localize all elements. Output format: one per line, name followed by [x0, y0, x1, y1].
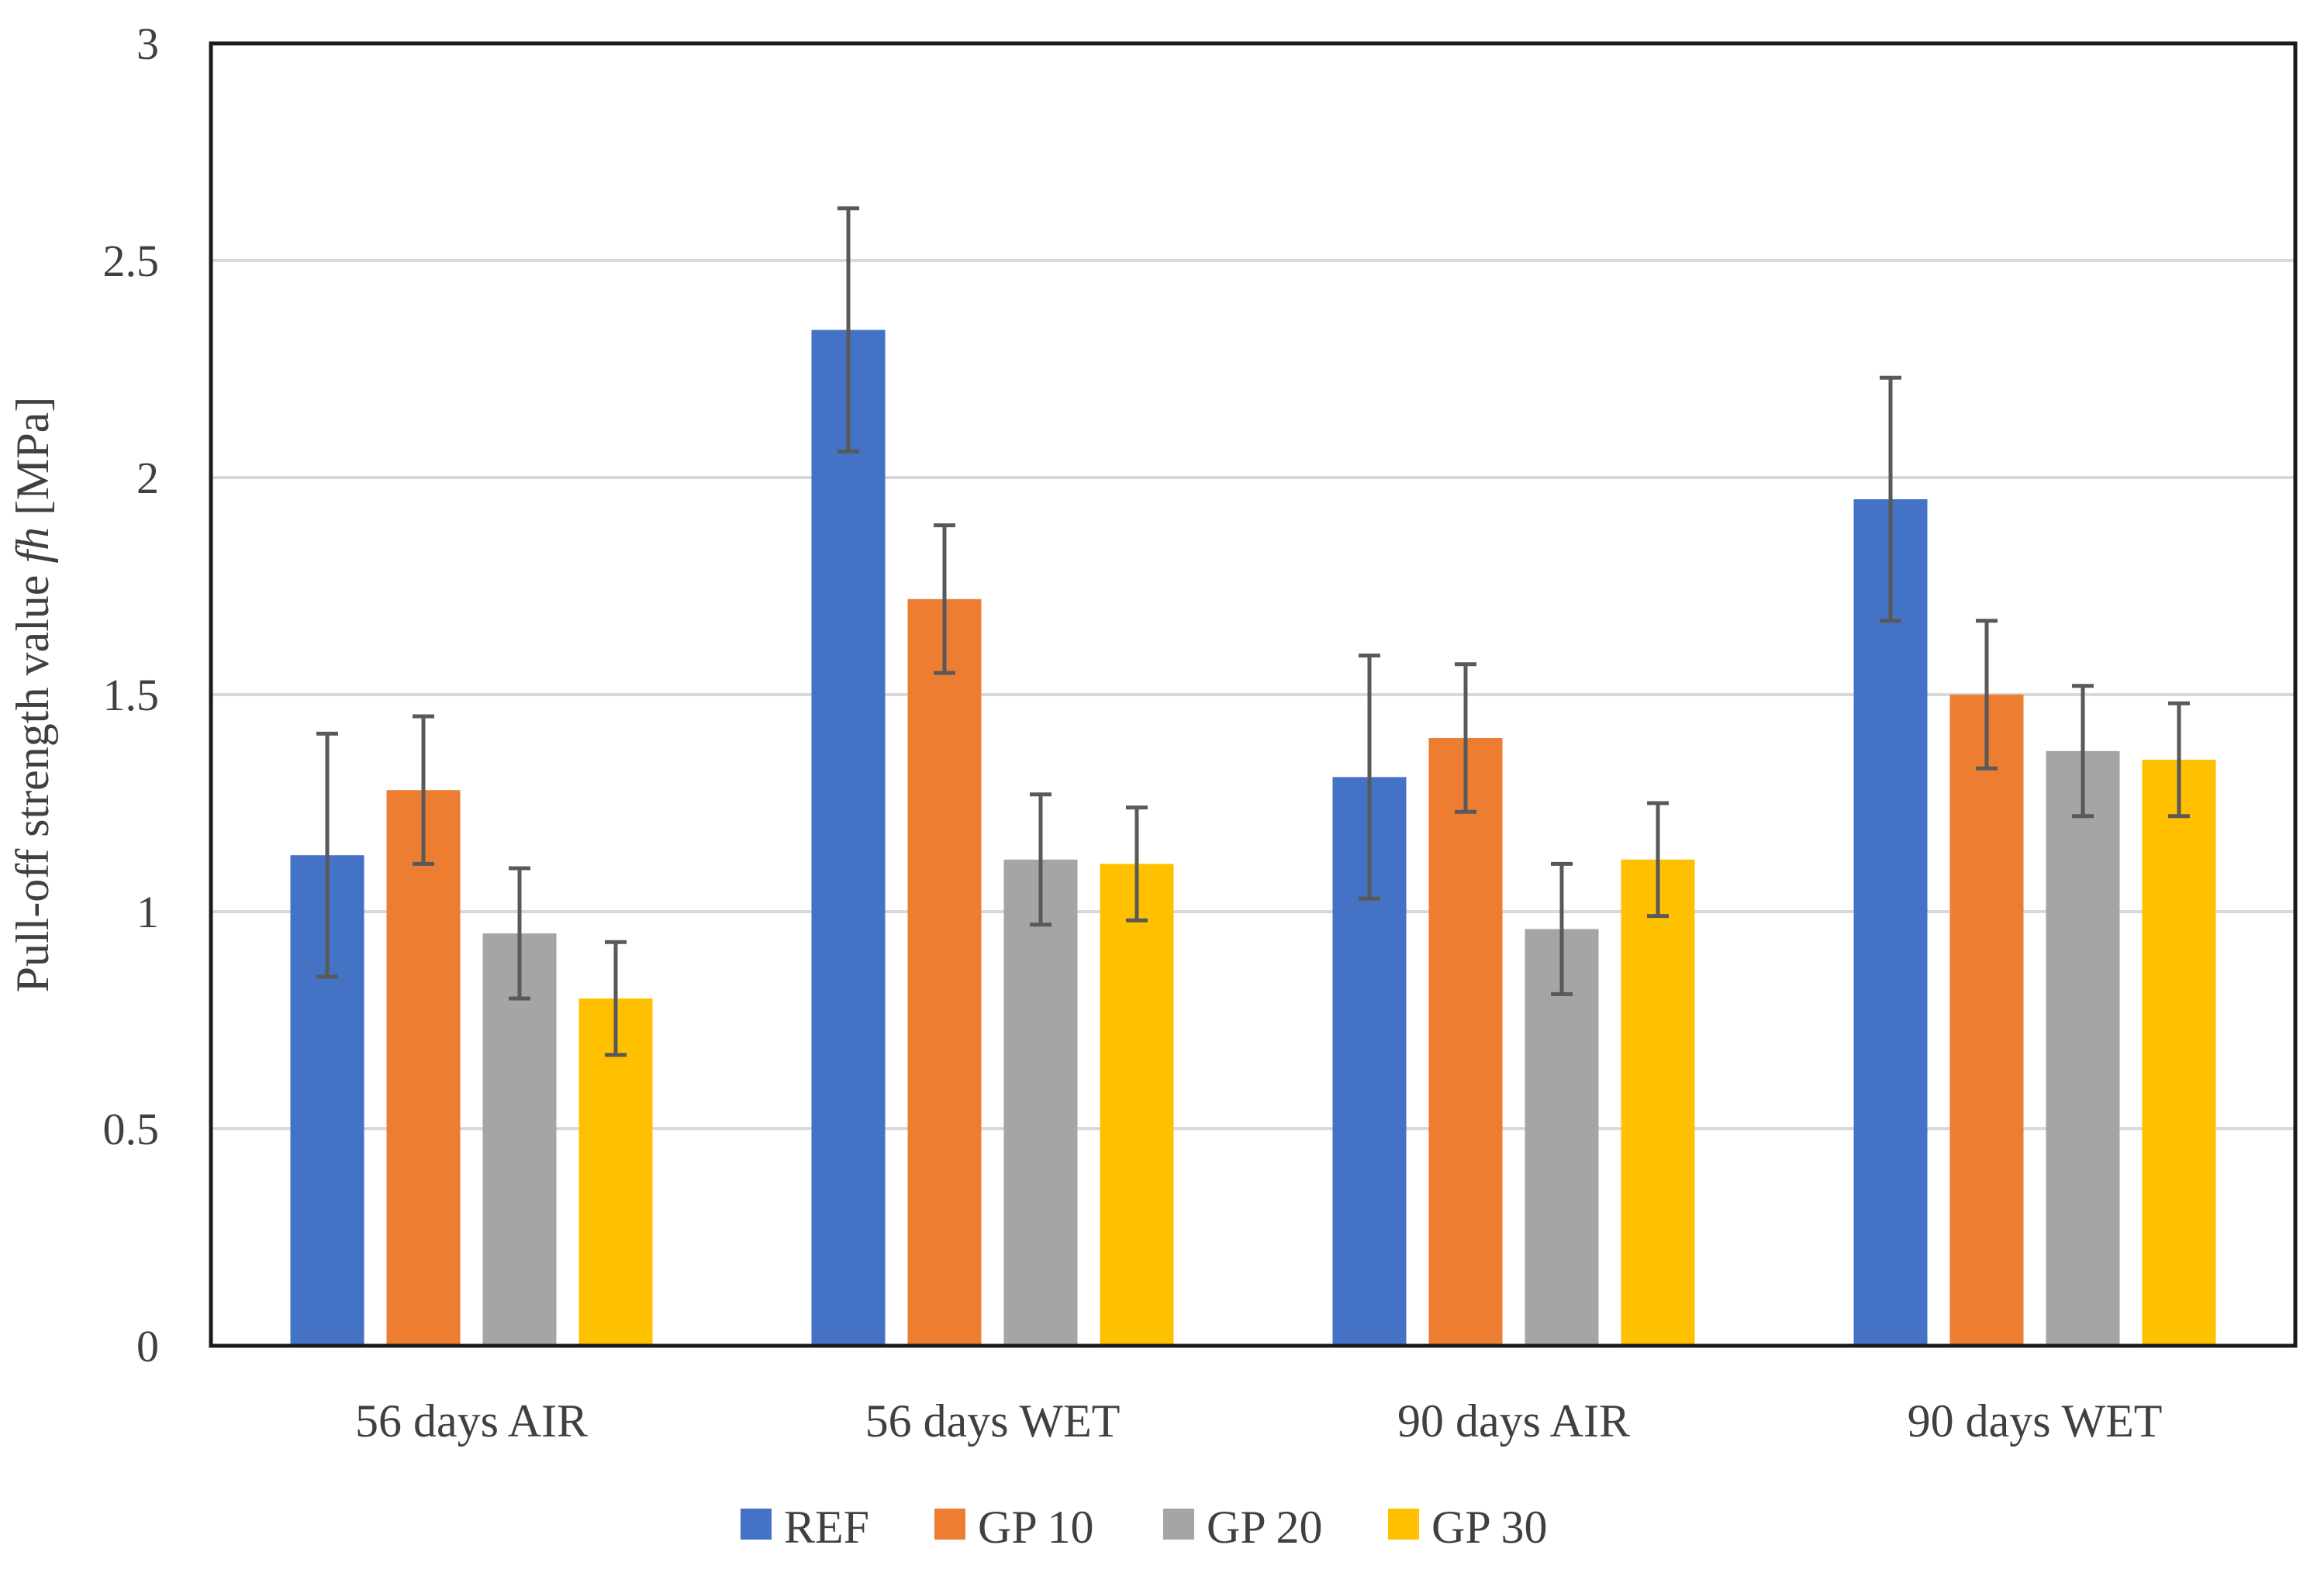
error-bar [934, 523, 955, 675]
error-bar [1647, 801, 1669, 919]
x-category-label: 56 days AIR [355, 1395, 588, 1447]
bar-gp-30 [1621, 859, 1695, 1346]
error-bar [837, 206, 859, 454]
error-bar [1030, 792, 1051, 927]
legend-swatch [934, 1509, 965, 1540]
legend-item: REF [741, 1502, 869, 1553]
x-category-label: 56 days WET [865, 1395, 1121, 1447]
error-bar [1359, 654, 1380, 901]
legend-item: GP 20 [1163, 1502, 1322, 1553]
legend-label: GP 10 [978, 1502, 1093, 1553]
bar-ref [811, 329, 886, 1347]
y-tick-label: 1.5 [103, 670, 160, 720]
error-bar [1551, 861, 1573, 996]
bar-gp-10 [1428, 738, 1503, 1346]
error-bar [2168, 701, 2190, 819]
bar-gp-20 [1003, 859, 1078, 1346]
legend-swatch [1163, 1509, 1194, 1540]
bar-gp-20 [2046, 750, 2120, 1346]
legend-label: REF [784, 1502, 869, 1553]
bar-ref [1853, 499, 1928, 1346]
x-category-label: 90 days WET [1908, 1395, 2163, 1447]
y-tick-label: 3 [136, 19, 159, 69]
error-bar [1455, 662, 1476, 814]
legend-item: GP 30 [1388, 1502, 1547, 1553]
error-bar [509, 866, 530, 1001]
error-bar [1126, 805, 1148, 923]
x-axis-categories: 56 days AIR 56 days WET 90 days AIR 90 days… [355, 1395, 2162, 1447]
bar-gp-20 [482, 933, 557, 1346]
bar-gp-10 [907, 598, 982, 1346]
bar-gp-30 [1100, 864, 1174, 1346]
bar-gp-10 [1949, 695, 2024, 1346]
legend-item: GP 10 [934, 1502, 1093, 1553]
y-tick-label: 2.5 [103, 236, 160, 286]
legend: REF GP 10 GP 20 GP 30 [741, 1502, 1547, 1553]
error-bar [1880, 375, 1901, 623]
error-bar [316, 731, 338, 979]
y-tick-label: 1 [136, 887, 159, 937]
legend-label: GP 20 [1207, 1502, 1322, 1553]
y-axis-ticks: 0 0.5 1 1.5 2 2.5 3 [103, 19, 160, 1371]
bars [290, 329, 2216, 1347]
legend-label: GP 30 [1431, 1502, 1547, 1553]
bar-gp-20 [1525, 929, 1599, 1346]
y-tick-label: 0 [136, 1321, 159, 1371]
legend-swatch [741, 1509, 772, 1540]
y-axis-label: Pull-off strength value fh [MPa] [7, 397, 58, 993]
legend-swatch [1388, 1509, 1419, 1540]
error-bars [316, 206, 2190, 1057]
bar-gp-10 [386, 790, 461, 1346]
bar-gp-30 [2142, 760, 2216, 1346]
error-bar [605, 940, 627, 1057]
error-bar [2072, 684, 2094, 819]
error-bar [413, 714, 434, 866]
y-tick-label: 2 [136, 453, 159, 503]
x-category-label: 90 days AIR [1397, 1395, 1630, 1447]
plot-frame [209, 41, 2298, 1348]
gridlines [211, 259, 2295, 1130]
error-bar [1976, 619, 1998, 771]
y-tick-label: 0.5 [103, 1104, 160, 1154]
